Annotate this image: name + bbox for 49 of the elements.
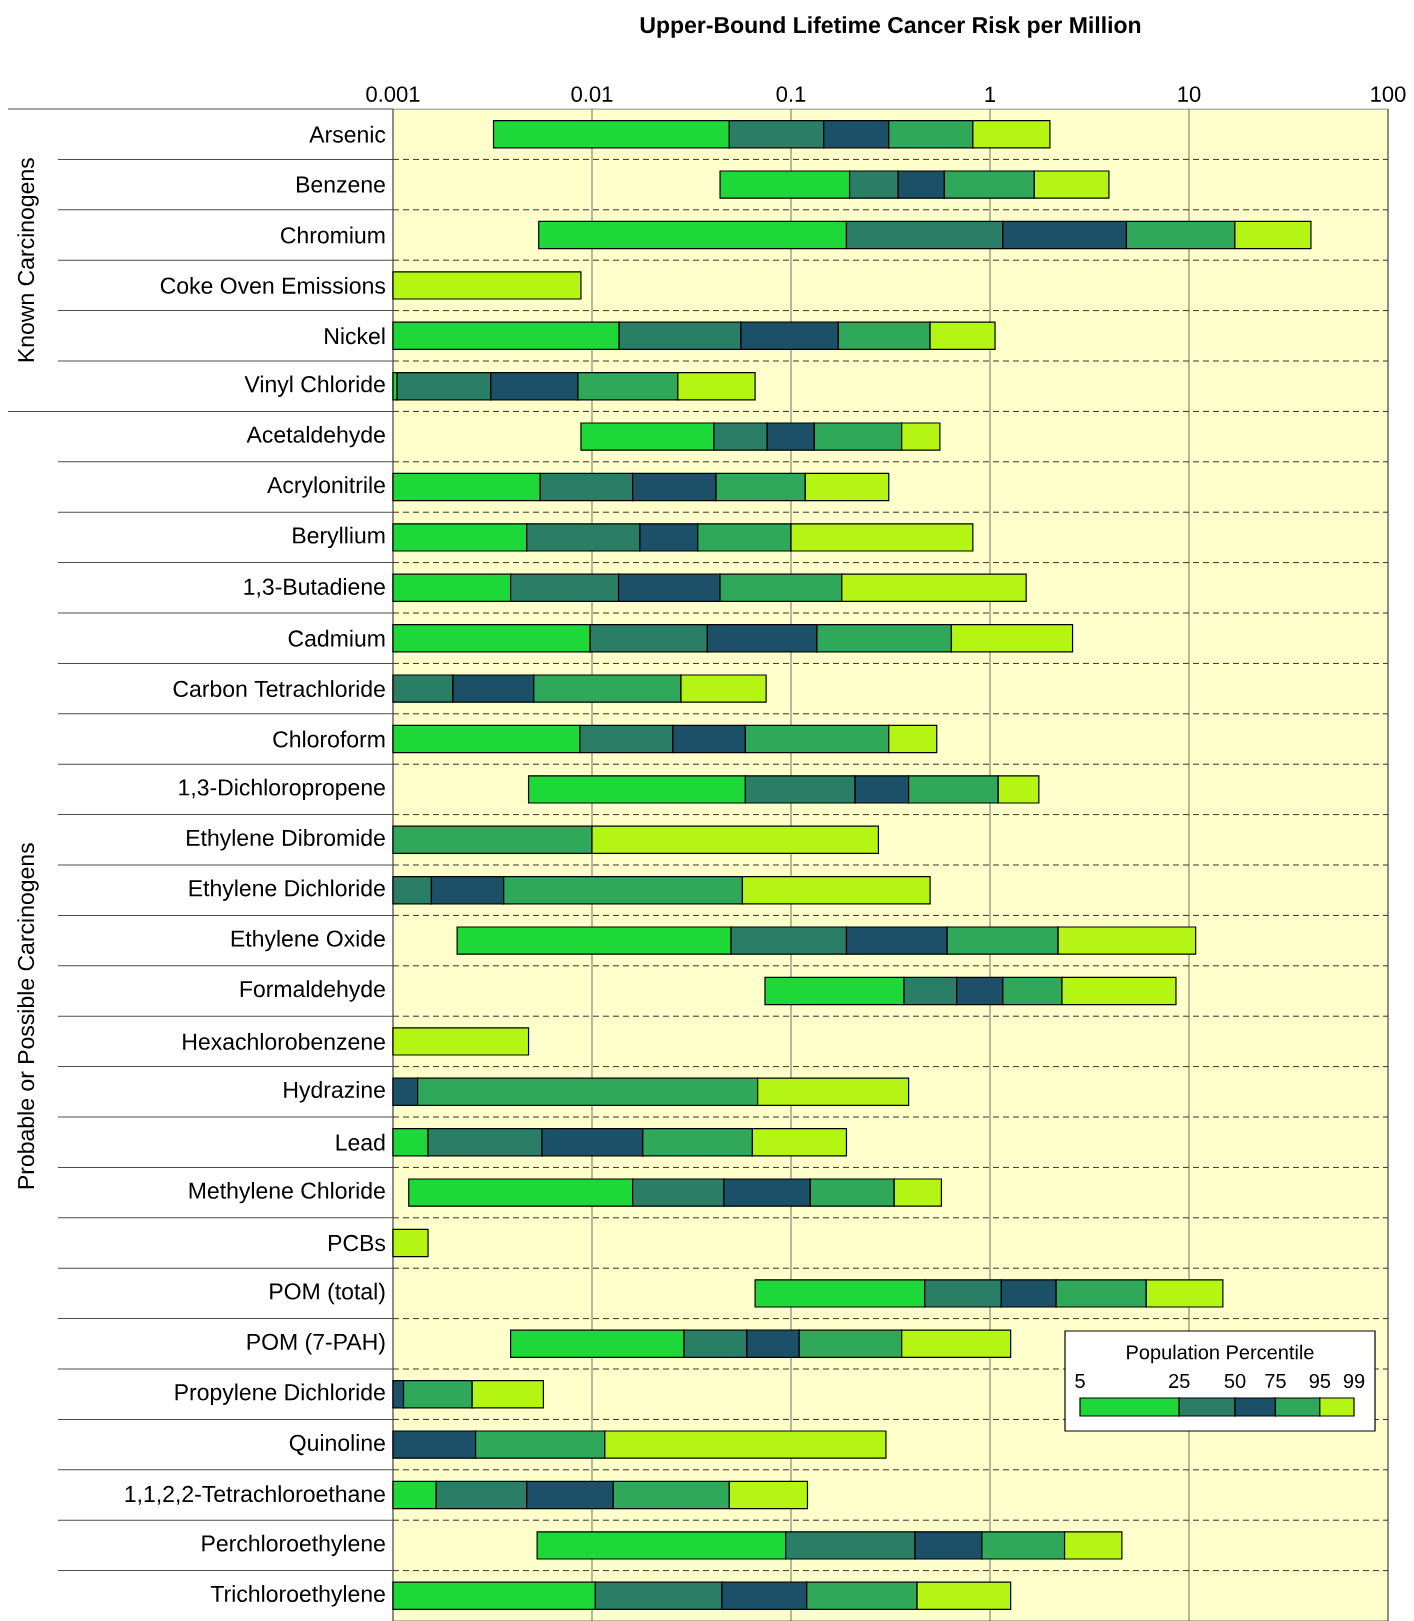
y-tick-label: Chromium bbox=[281, 226, 385, 244]
y-tick-label: Methylene Chloride bbox=[189, 1181, 385, 1204]
legend-title: Population Percentile bbox=[1127, 1344, 1314, 1364]
y-tick-label: Arsenic bbox=[309, 125, 386, 143]
y-tick-label: Ethylene Oxide bbox=[231, 929, 385, 952]
annotation: 75 bbox=[1265, 1374, 1286, 1388]
bar bbox=[392, 271, 582, 300]
y-tick-label: Ethylene Dibromide bbox=[187, 829, 385, 851]
y-tick-label: POM (7-PAH) bbox=[247, 1333, 385, 1355]
y-tick-label: Chloroform bbox=[273, 730, 385, 748]
y-tick-label: POM (total) bbox=[270, 1282, 385, 1305]
x-tick-label: 10 bbox=[1178, 86, 1201, 102]
y-tick-label: PCBs bbox=[329, 1234, 386, 1252]
y-tick-label: Nickel bbox=[325, 327, 385, 345]
y-tick-label: Trichloroethylene bbox=[210, 1585, 385, 1607]
y-tick-label: Quinoline bbox=[289, 1434, 385, 1456]
x-tick-label: 0.01 bbox=[571, 86, 613, 102]
y-tick-label: Hydrazine bbox=[284, 1081, 385, 1103]
y-tick-label: Lead bbox=[336, 1133, 385, 1151]
y-tick-label: Carbon Tetrachloride bbox=[173, 680, 385, 698]
y-tick-label: Ethylene Dichloride bbox=[189, 879, 385, 901]
bar bbox=[392, 1228, 429, 1258]
y-tick-label: 1,3-Dichloropropene bbox=[179, 778, 385, 801]
y-tick-label: Acrylonitrile bbox=[267, 476, 385, 498]
x-tick-label: 1 bbox=[985, 86, 996, 102]
text: Known Carcinogens bbox=[17, 158, 39, 362]
annotation: 99 bbox=[1343, 1373, 1365, 1389]
y-tick-label: Benzene bbox=[297, 176, 385, 193]
annotation: 25 bbox=[1169, 1373, 1190, 1389]
y-tick-label: Propylene Dichloride bbox=[175, 1383, 385, 1405]
y-tick-label: Coke Oven Emissions bbox=[160, 276, 386, 294]
bar bbox=[392, 1027, 530, 1056]
y-tick-label: Cadmium bbox=[288, 629, 385, 647]
annotation: 5 bbox=[1075, 1374, 1085, 1388]
annotation: 50 bbox=[1224, 1373, 1246, 1389]
x-tick-label: 0.1 bbox=[776, 86, 806, 102]
y-tick-label: Acetaldehyde bbox=[246, 425, 385, 448]
y-tick-label: Perchloroethylene bbox=[202, 1534, 385, 1557]
annotation: 95 bbox=[1309, 1373, 1331, 1389]
x-tick-label: 0.001 bbox=[366, 86, 420, 102]
y-tick-label: Beryllium bbox=[293, 526, 385, 549]
y-tick-label: Hexachlorobenzene bbox=[183, 1032, 385, 1050]
x-tick-label: 100 bbox=[1371, 86, 1406, 102]
y-tick-label: 1,3-Butadiene bbox=[244, 578, 385, 598]
y-tick-label: Vinyl Chloride bbox=[244, 375, 385, 397]
text: Probable or Possible Carcinogens bbox=[17, 843, 39, 1189]
y-tick-label: Formaldehyde bbox=[240, 980, 385, 1002]
x-axis-title: Upper-Bound Lifetime Cancer Risk per Million bbox=[640, 16, 1141, 38]
y-tick-label: 1,1,2,2-Tetrachloroethane bbox=[125, 1485, 385, 1505]
